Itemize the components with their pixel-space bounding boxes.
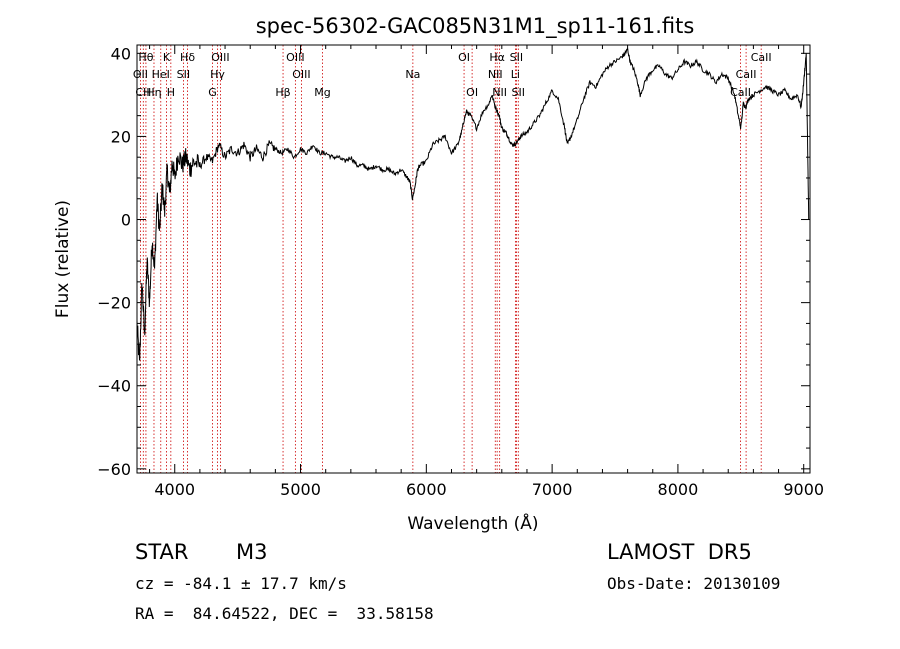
line-label-14: OIII (292, 68, 310, 81)
line-label-10: Hγ (210, 68, 225, 81)
line-label-15: Mg (314, 86, 330, 99)
line-label-18: OI (466, 86, 478, 99)
x-tick-label-0: 4000 (154, 480, 195, 499)
observation-date: Obs-Date: 20130109 (607, 574, 781, 593)
object-class: STAR (135, 540, 189, 564)
y-tick-label-3: 0 (121, 211, 131, 230)
y-axis-label: Flux (relative) (53, 200, 73, 318)
x-axis-ticks: 4000 5000 6000 7000 8000 9000 (149, 45, 824, 499)
line-label-22: Li (511, 68, 520, 81)
spectrum-series (136, 47, 810, 361)
object-subclass: M3 (236, 540, 268, 564)
line-label-5: K (163, 51, 171, 64)
line-label-9: G (208, 86, 217, 99)
line-label-19: NII (488, 68, 503, 81)
line-label-20: Hα (489, 51, 505, 64)
line-label-25: CaII (730, 86, 751, 99)
y-tick-label-1: −40 (97, 377, 131, 396)
line-label-11: OIII (211, 51, 229, 64)
y-tick-label-0: −60 (97, 460, 131, 479)
x-tick-label-3: 7000 (532, 480, 573, 499)
redshift-cz: cz = -84.1 ± 17.7 km/s (135, 574, 347, 593)
line-label-6: H (167, 86, 175, 99)
line-labels: OIICHHθHηHeIKHSIIHδGHγOIIIHβOIIIOIIIMgNa… (133, 51, 772, 99)
spectrum-line-0 (136, 47, 810, 361)
line-label-26: CaII (736, 68, 757, 81)
line-label-16: Na (405, 68, 420, 81)
line-label-24: SII (512, 86, 525, 99)
x-tick-label-2: 6000 (406, 480, 447, 499)
x-axis-label: Wavelength (Å) (407, 512, 538, 534)
line-label-23: SII (510, 51, 523, 64)
line-label-1: CH (135, 86, 151, 99)
x-tick-label-1: 5000 (280, 480, 321, 499)
line-label-4: HeI (152, 68, 170, 81)
line-label-21: NII (492, 86, 507, 99)
line-label-8: Hδ (180, 51, 195, 64)
line-label-2: Hθ (138, 51, 153, 64)
x-tick-label-5: 9000 (783, 480, 824, 499)
line-label-3: Hη (146, 86, 161, 99)
chart-title: spec-56302-GAC085N31M1_sp11-161.fits (256, 14, 695, 39)
line-label-27: CaII (751, 51, 772, 64)
line-label-7: SII (177, 68, 190, 81)
line-label-12: Hβ (275, 86, 290, 99)
y-tick-label-2: −20 (97, 294, 131, 313)
line-label-13: OIII (286, 51, 304, 64)
y-axis-ticks: −60 −40 −20 0 20 40 (97, 44, 810, 479)
x-tick-label-4: 8000 (658, 480, 699, 499)
plot-frame (136, 44, 811, 474)
y-tick-label-5: 40 (111, 44, 131, 63)
coordinates: RA = 84.64522, DEC = 33.58158 (135, 604, 434, 623)
survey-name: LAMOST DR5 (607, 540, 752, 564)
line-markers (139, 45, 762, 473)
line-label-17: OI (458, 51, 470, 64)
y-tick-label-4: 20 (111, 127, 131, 146)
